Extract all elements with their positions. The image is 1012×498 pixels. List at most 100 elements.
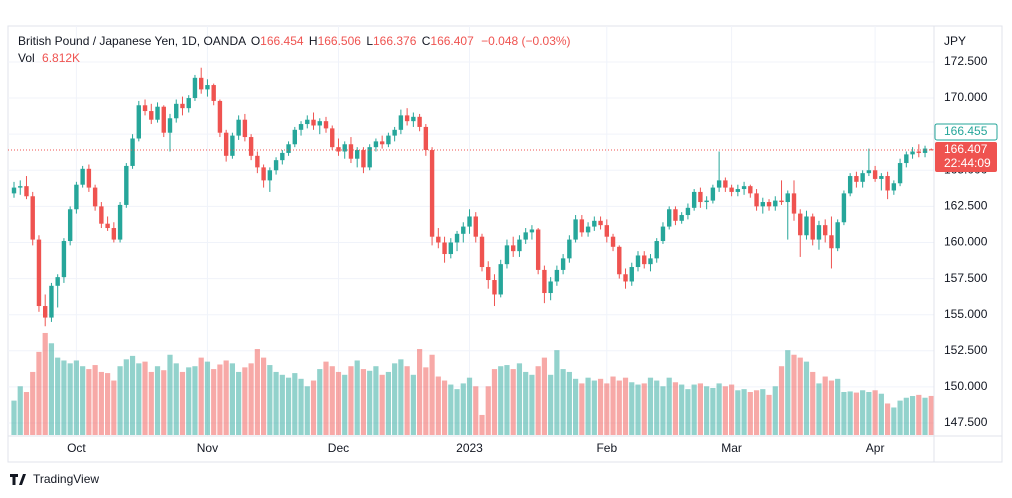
volume-bar xyxy=(573,378,579,435)
volume-bar xyxy=(304,386,310,435)
candle-body xyxy=(766,202,772,207)
candle-body xyxy=(673,209,678,221)
candle-body xyxy=(386,135,391,145)
candle-body xyxy=(872,170,878,179)
volume-bar xyxy=(810,371,816,435)
candle-body xyxy=(573,219,578,240)
volume-bar xyxy=(360,369,367,435)
candle-body xyxy=(174,103,179,119)
volume-bar xyxy=(236,371,242,435)
volume-bar xyxy=(872,390,878,435)
candle-body xyxy=(897,163,903,184)
candle-body xyxy=(111,228,117,240)
candle-body xyxy=(592,220,597,227)
candle-body xyxy=(99,206,104,224)
change: −0.048 (−0.03%) xyxy=(481,34,570,48)
candle-body xyxy=(473,216,478,237)
candle-body xyxy=(804,216,809,236)
volume-bar xyxy=(491,369,498,435)
ohlc-value: 166.454 xyxy=(260,34,304,48)
volume-bar xyxy=(298,378,304,435)
volume-bar xyxy=(167,354,173,435)
candle-body xyxy=(124,165,129,205)
candle-body xyxy=(230,135,235,156)
candle-body xyxy=(823,225,828,236)
candle-body xyxy=(810,216,815,240)
volume-bar xyxy=(317,369,323,435)
candle-body xyxy=(835,222,840,249)
candle-body xyxy=(773,200,778,207)
volume-bar xyxy=(885,403,891,435)
candle-body xyxy=(223,132,229,156)
candle-body xyxy=(685,207,691,216)
volume-bar xyxy=(142,361,148,435)
volume-bar xyxy=(117,366,123,435)
candle-body xyxy=(498,264,503,295)
volume-bar xyxy=(192,366,198,435)
candle-body xyxy=(679,215,684,221)
volume-bar xyxy=(641,383,647,435)
volume-bar xyxy=(410,374,416,435)
volume-bar xyxy=(129,355,136,435)
candle-body xyxy=(280,152,285,161)
volume-bar xyxy=(828,380,835,435)
volume-bar xyxy=(379,374,385,435)
volume-bar xyxy=(523,371,529,435)
x-tick-label: Dec xyxy=(328,441,349,455)
ohlc-label: C xyxy=(422,34,431,48)
candle-body xyxy=(55,277,60,286)
candle-body xyxy=(667,209,672,227)
candle-body xyxy=(117,204,123,240)
candle-body xyxy=(829,235,834,249)
volume-bar xyxy=(498,366,504,435)
x-tick-label: 2023 xyxy=(456,441,483,455)
volume-bar xyxy=(392,363,398,435)
candle-body xyxy=(542,269,547,294)
candle-body xyxy=(24,186,29,197)
volume-bar xyxy=(822,376,828,435)
candle-body xyxy=(735,189,741,192)
candle-body xyxy=(367,147,372,168)
candle-body xyxy=(716,180,722,188)
volume-bar xyxy=(61,360,67,435)
candle-body xyxy=(860,173,865,182)
candle-body xyxy=(404,115,410,122)
candle-body xyxy=(379,141,385,145)
candle-body xyxy=(623,274,628,282)
candle-body xyxy=(866,170,872,174)
candle-body xyxy=(330,128,335,148)
volume-bar xyxy=(866,392,872,435)
volume-bar xyxy=(217,364,223,435)
candle-body xyxy=(186,98,191,109)
candle-body xyxy=(92,187,98,207)
volume-bar xyxy=(86,369,92,435)
volume-bar xyxy=(11,400,17,435)
volume-bar xyxy=(554,350,560,435)
volume-bar xyxy=(560,369,566,435)
volume-bar xyxy=(710,387,716,435)
candle-body xyxy=(199,77,204,90)
volume-bar xyxy=(105,373,111,435)
volume-bar xyxy=(17,386,23,435)
volume-bar xyxy=(479,414,485,435)
volume-bar xyxy=(704,386,710,435)
candle-body xyxy=(436,236,441,243)
volume-bar xyxy=(154,366,161,435)
volume-bar xyxy=(629,382,635,435)
volume-bar xyxy=(516,363,523,435)
price-tag-label: 166.407 xyxy=(944,142,988,156)
candle-body xyxy=(105,223,110,229)
volume-bar xyxy=(55,357,61,435)
volume-bar xyxy=(204,361,211,435)
volume-bar xyxy=(348,366,354,435)
volume-bar xyxy=(916,394,922,435)
ohlc-label: L xyxy=(366,34,373,48)
volume-bar xyxy=(429,354,435,435)
candle-body xyxy=(560,258,566,270)
volume-bar xyxy=(504,365,510,435)
volume-bar xyxy=(292,373,298,435)
volume-bar xyxy=(716,383,722,435)
candle-body xyxy=(61,241,67,278)
y-tick-label: 172.500 xyxy=(944,54,988,68)
price-tag-box xyxy=(934,123,998,141)
